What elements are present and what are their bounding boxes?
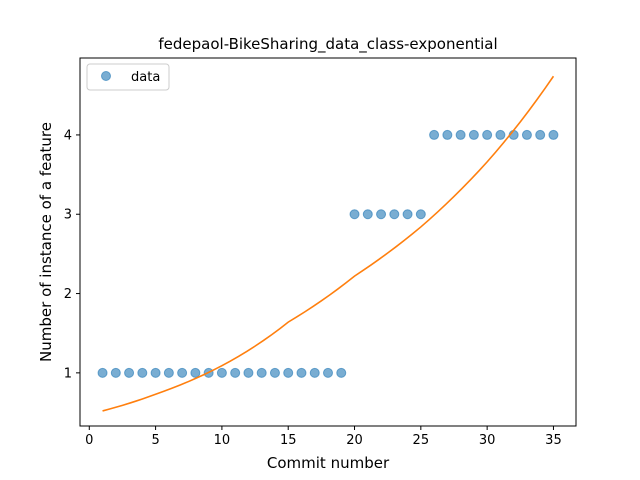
x-tick-label: 35 — [545, 433, 562, 448]
legend-box — [86, 63, 170, 91]
data-point — [124, 367, 135, 378]
data-point — [323, 367, 333, 378]
x-tick-label: 5 — [151, 433, 159, 448]
y-tick-label: 1 — [64, 366, 72, 381]
data-point — [402, 209, 413, 220]
y-tick-label: 3 — [64, 208, 72, 223]
data-point — [482, 129, 493, 140]
legend-marker-data — [101, 71, 111, 81]
data-point — [376, 209, 387, 220]
y-axis-label: Number of instance of a feature — [37, 122, 55, 362]
data-point — [415, 209, 426, 220]
data-point — [429, 129, 440, 140]
data-point — [362, 209, 373, 220]
fit-curve — [102, 75, 555, 412]
data-point — [269, 367, 280, 378]
data-point — [309, 367, 320, 378]
data-point — [336, 367, 347, 378]
data-point — [468, 129, 479, 140]
data-point — [548, 129, 559, 140]
data-point — [97, 367, 108, 378]
data-point — [389, 209, 400, 220]
legend-label-data: data — [131, 70, 160, 85]
legend: data — [86, 63, 170, 91]
data-point — [283, 367, 294, 378]
x-tick-label: 10 — [214, 433, 231, 448]
data-point — [521, 129, 532, 140]
data-point — [535, 129, 546, 140]
data-point — [110, 367, 121, 378]
plot-area — [97, 75, 559, 412]
chart-title: fedepaol-BikeSharing_data_class-exponent… — [158, 35, 497, 54]
data-point — [349, 209, 360, 220]
y-tick-label: 2 — [64, 287, 72, 302]
y-axis: 1 2 3 4 — [64, 128, 80, 381]
x-tick-label: 20 — [346, 433, 363, 448]
data-point — [137, 367, 148, 378]
x-tick-label: 25 — [413, 433, 430, 448]
data-point — [495, 129, 506, 140]
x-axis: 0 5 10 15 20 25 30 35 — [85, 426, 562, 448]
data-point — [442, 129, 453, 140]
data-point — [150, 367, 161, 378]
x-axis-label: Commit number — [267, 454, 390, 472]
y-tick-label: 4 — [64, 128, 72, 143]
data-point — [190, 367, 201, 378]
data-point — [243, 367, 254, 378]
data-point — [455, 129, 466, 140]
axes-frame — [79, 57, 577, 427]
data-point — [177, 367, 188, 378]
data-point — [216, 367, 227, 378]
data-point — [163, 367, 174, 378]
x-tick-label: 0 — [85, 433, 93, 448]
x-tick-label: 30 — [479, 433, 496, 448]
x-tick-label: 15 — [280, 433, 297, 448]
data-point — [256, 367, 267, 378]
data-point — [230, 367, 241, 378]
data-point — [296, 367, 307, 378]
